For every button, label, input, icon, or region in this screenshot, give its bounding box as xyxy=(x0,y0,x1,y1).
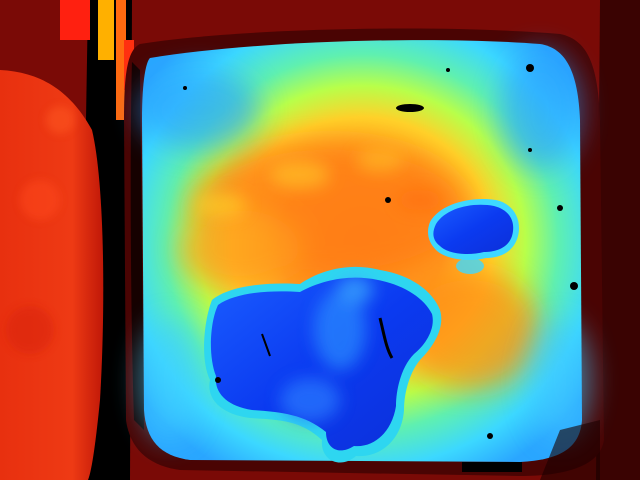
floor-warm-mottling xyxy=(180,140,540,390)
right-edge-shadow xyxy=(596,0,640,480)
invalid-pixel-specks xyxy=(183,64,578,472)
left-wall-region xyxy=(0,70,104,480)
large-near-object xyxy=(204,266,442,463)
small-near-object xyxy=(428,198,520,274)
